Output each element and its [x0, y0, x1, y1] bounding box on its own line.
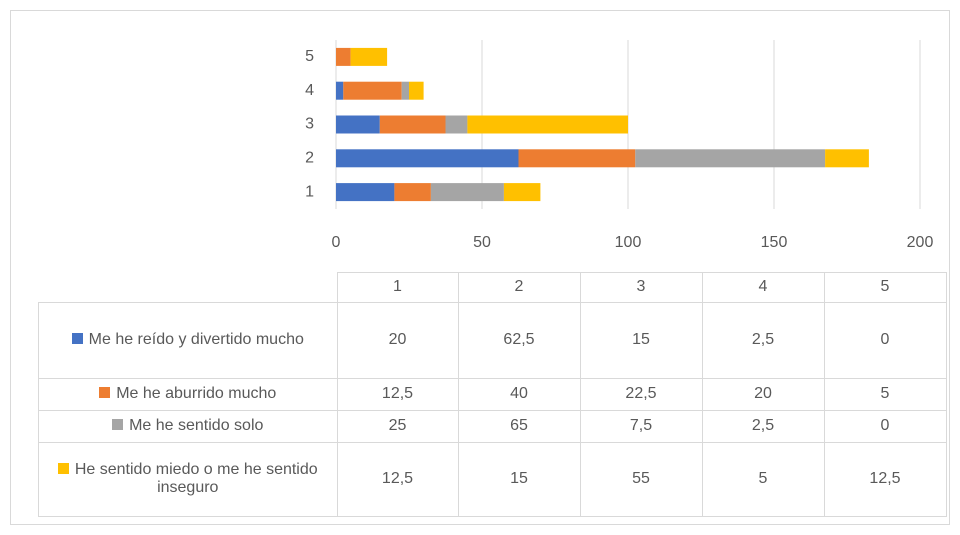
table-row: Me he sentido solo 25 65 7,5 2,5 0: [38, 409, 947, 443]
table-header: 1: [336, 272, 459, 303]
legend-cell: He sentido miedo o me he sentido insegur…: [38, 441, 338, 517]
bar: [430, 183, 504, 202]
legend-label: Me he aburrido mucho: [116, 385, 277, 402]
legend-label: Me he reído y divertido mucho: [88, 331, 304, 348]
legend-cell: Me he aburrido mucho: [38, 377, 338, 411]
legend-key: [57, 463, 69, 474]
table-value: 40: [457, 377, 581, 411]
table-value: 20: [701, 377, 825, 411]
table-value: 12,5: [336, 377, 459, 411]
legend-cell: Me he reído y divertido mucho: [38, 301, 338, 379]
table-value: 12,5: [823, 441, 947, 517]
bar: [518, 149, 636, 168]
chart-border: [10, 10, 950, 525]
legend-key: [99, 387, 111, 398]
table-value: 65: [457, 409, 581, 443]
table-value: 0: [823, 409, 947, 443]
y-tick-label: 5: [305, 48, 314, 65]
bar: [336, 115, 380, 134]
legend-key: [112, 419, 124, 430]
table-value: 62,5: [457, 301, 581, 379]
data-table: 1 2 3 4 5 Me he reído y divertido mucho 20 62,5…: [38, 272, 947, 517]
table-row: He sentido miedo o me he sentido insegur…: [38, 441, 947, 517]
bar: [343, 81, 402, 100]
table-corner: [38, 272, 338, 303]
table-header: 3: [579, 272, 703, 303]
x-tick-label: 50: [473, 234, 491, 251]
table-value: 55: [579, 441, 703, 517]
bar: [336, 81, 344, 100]
bar: [825, 149, 869, 168]
table-row: Me he aburrido mucho 12,5 40 22,5 20 5: [38, 377, 947, 411]
y-tick-label: 1: [305, 183, 314, 200]
table-header: 5: [823, 272, 947, 303]
bar: [467, 115, 628, 134]
table-value: 15: [579, 301, 703, 379]
table-row: Me he reído y divertido mucho 20 62,5 15 2,5…: [38, 301, 947, 379]
bar: [503, 183, 541, 202]
table-value: 20: [336, 301, 459, 379]
bar: [379, 115, 446, 134]
table-header: 2: [457, 272, 581, 303]
x-tick-label: 0: [332, 234, 341, 251]
bar: [409, 81, 424, 100]
bar: [336, 47, 351, 66]
bar: [336, 183, 395, 202]
table-value: 25: [336, 409, 459, 443]
table-value: 7,5: [579, 409, 703, 443]
table-value: 5: [701, 441, 825, 517]
x-tick-label: 100: [615, 234, 642, 251]
bar: [350, 47, 388, 66]
legend-key: [71, 333, 83, 344]
table-value: 15: [457, 441, 581, 517]
legend-label: He sentido miedo o me he sentido insegur…: [74, 461, 318, 496]
table-value: 2,5: [701, 301, 825, 379]
bar: [445, 115, 468, 134]
table-value: 2,5: [701, 409, 825, 443]
table-header: 4: [701, 272, 825, 303]
y-tick-label: 4: [305, 82, 314, 99]
table-value: 22,5: [579, 377, 703, 411]
table-value: 12,5: [336, 441, 459, 517]
y-tick-label: 2: [305, 150, 314, 167]
table-value: 5: [823, 377, 947, 411]
x-tick-label: 200: [907, 234, 934, 251]
bar: [336, 149, 519, 168]
bar: [401, 81, 409, 100]
bar: [635, 149, 826, 168]
y-tick-label: 3: [305, 116, 314, 133]
legend-cell: Me he sentido solo: [38, 409, 338, 443]
x-tick-label: 150: [761, 234, 788, 251]
table-value: 0: [823, 301, 947, 379]
bar: [394, 183, 431, 202]
legend-label: Me he sentido solo: [129, 417, 264, 434]
